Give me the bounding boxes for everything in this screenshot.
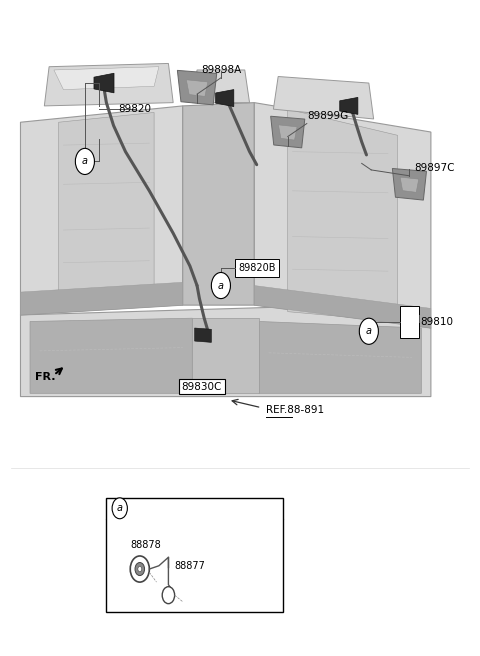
Text: a: a	[117, 503, 123, 513]
Polygon shape	[392, 169, 426, 200]
Text: 89820: 89820	[119, 104, 152, 114]
Polygon shape	[59, 112, 154, 308]
Polygon shape	[259, 321, 421, 394]
Text: 89897C: 89897C	[414, 163, 455, 173]
FancyBboxPatch shape	[400, 306, 419, 338]
Circle shape	[135, 562, 144, 575]
FancyBboxPatch shape	[235, 258, 279, 277]
Polygon shape	[254, 285, 431, 328]
Polygon shape	[54, 67, 159, 90]
Polygon shape	[44, 64, 173, 106]
Polygon shape	[278, 125, 297, 140]
Polygon shape	[195, 328, 211, 342]
Text: 89820B: 89820B	[239, 263, 276, 273]
Text: 89899G: 89899G	[307, 111, 348, 121]
Text: 89810: 89810	[420, 317, 454, 327]
Circle shape	[75, 148, 95, 174]
Circle shape	[130, 556, 149, 582]
Polygon shape	[192, 70, 250, 102]
Circle shape	[138, 566, 142, 571]
Polygon shape	[274, 77, 373, 119]
Text: 88877: 88877	[175, 561, 205, 571]
Text: 89830C: 89830C	[181, 382, 222, 392]
Polygon shape	[21, 282, 183, 315]
Text: a: a	[218, 281, 224, 291]
Text: 88878: 88878	[130, 540, 161, 550]
Polygon shape	[30, 318, 192, 394]
Polygon shape	[192, 318, 259, 394]
Polygon shape	[340, 97, 358, 114]
Polygon shape	[216, 90, 234, 106]
Polygon shape	[21, 305, 431, 397]
Polygon shape	[183, 102, 254, 305]
Circle shape	[360, 318, 378, 344]
Polygon shape	[178, 70, 217, 105]
Text: a: a	[366, 326, 372, 337]
Polygon shape	[21, 106, 183, 315]
Circle shape	[162, 586, 175, 604]
Polygon shape	[400, 177, 419, 192]
Text: a: a	[82, 156, 88, 167]
Text: REF.88-891: REF.88-891	[266, 405, 324, 415]
Circle shape	[211, 272, 230, 298]
Polygon shape	[288, 109, 397, 321]
Circle shape	[112, 498, 127, 519]
Polygon shape	[271, 116, 305, 148]
Polygon shape	[94, 73, 114, 93]
FancyBboxPatch shape	[107, 498, 283, 612]
Polygon shape	[254, 102, 431, 328]
Text: 89898A: 89898A	[201, 65, 241, 75]
Polygon shape	[186, 80, 208, 96]
Text: FR.: FR.	[35, 372, 55, 382]
